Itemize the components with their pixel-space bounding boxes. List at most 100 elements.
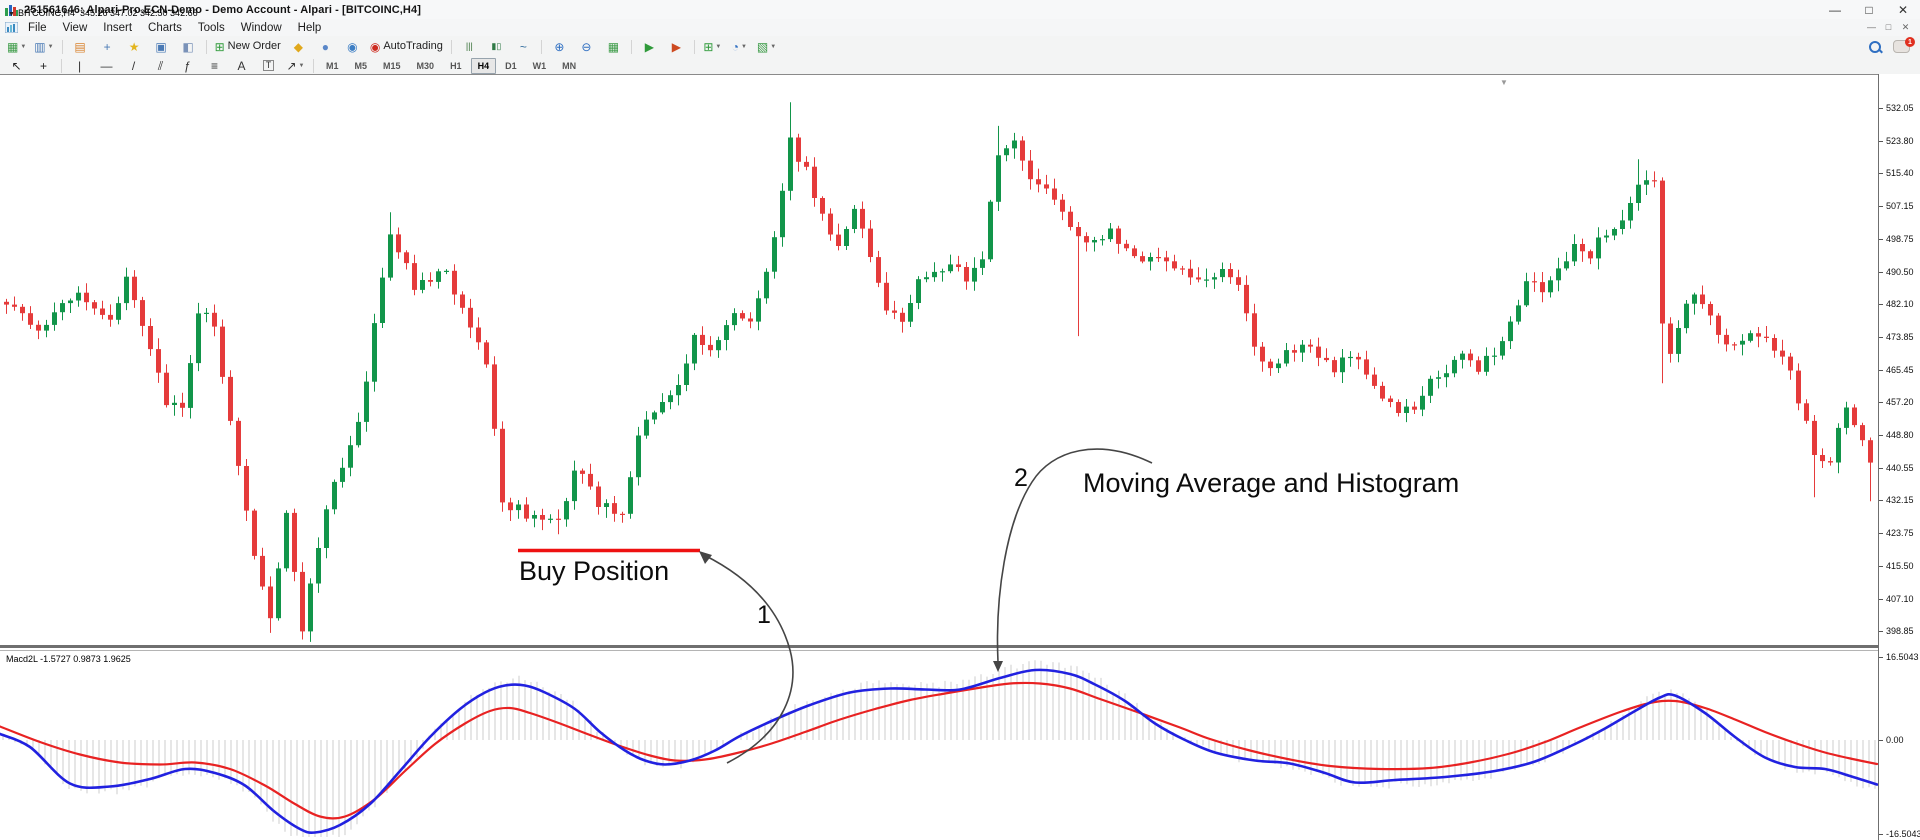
bar-chart-icon: ||| <box>465 41 473 51</box>
axis-tick <box>1879 834 1883 835</box>
timeframe-button-m15[interactable]: M15 <box>383 60 401 71</box>
news-button[interactable]: ◉ <box>340 37 365 56</box>
periods-button[interactable]: ◔ ▼ <box>727 37 752 56</box>
objects-list-tool[interactable]: ≡ <box>202 56 227 75</box>
tile-windows-button[interactable]: ▦ <box>601 37 626 56</box>
trendline-tool[interactable]: / <box>121 56 146 75</box>
timeframe-button-m1[interactable]: M1 <box>326 60 339 71</box>
new-chart-button[interactable]: ▦ ▼ <box>4 37 29 56</box>
horizontal-line-tool[interactable]: — <box>94 56 119 75</box>
market-watch-button[interactable]: ▤ <box>68 37 93 56</box>
indicators-button[interactable]: ⊞ ▼ <box>700 37 725 56</box>
macd-pane[interactable]: Macd2L -1.5727 0.9873 1.9625 <box>0 651 1878 840</box>
axis-tick <box>1879 598 1883 600</box>
vertical-line-icon: | <box>77 58 82 73</box>
navigator-button[interactable]: ★ <box>122 37 147 56</box>
timeframe-button-m5[interactable]: M5 <box>354 60 368 71</box>
chart-main-pane[interactable] <box>0 74 1878 646</box>
profiles-button[interactable]: ▥ ▼ <box>31 37 56 56</box>
timeframe-button-w1[interactable]: W1 <box>532 60 547 71</box>
timeframe-button-h1[interactable]: H1 <box>450 60 462 71</box>
strategy-tester-button[interactable]: ◧ <box>176 37 201 56</box>
axis-tick <box>1879 140 1883 142</box>
zoom-out-icon: ⊖ <box>581 39 592 54</box>
minimize-button[interactable]: — <box>1829 2 1841 17</box>
symbol-label: ▼ BITCOINC,H4 345.26 347.02 342.50 342.66 <box>8 8 198 18</box>
child-minimize-button[interactable]: — <box>1867 22 1876 32</box>
buy-position-label: Buy Position <box>519 556 670 586</box>
search-icon[interactable] <box>1869 40 1883 53</box>
timeframe-button-m30[interactable]: M30 <box>416 60 435 71</box>
menu-item-help[interactable]: Help <box>297 21 322 34</box>
toolbar-separator <box>313 58 314 73</box>
new-order-button-label: New Order <box>227 40 281 52</box>
notifications-icon[interactable]: 1 <box>1893 37 1915 53</box>
templates-button[interactable]: ▧ ▼ <box>754 37 779 56</box>
pause-button[interactable]: ▶ <box>664 37 689 56</box>
price-axis[interactable]: 532.05 523.80 515.40 507.15 498.75 490.50 482.… <box>1878 74 1920 840</box>
terminal-icon: ▣ <box>155 39 167 54</box>
tile-windows-icon: ▦ <box>607 39 620 54</box>
price-axis-label: 423.75 <box>1886 528 1914 539</box>
menu-item-tools[interactable]: Tools <box>197 21 225 34</box>
chart-window-icon <box>5 22 18 33</box>
menu-item-view[interactable]: View <box>62 21 88 34</box>
news-icon: ◉ <box>347 39 358 54</box>
arrows-tool[interactable]: ↗ ▼ <box>283 56 308 75</box>
navigator-icon: ★ <box>128 39 140 54</box>
publisher-button[interactable]: ● <box>313 37 338 56</box>
timeframe-button-mn[interactable]: MN <box>562 60 577 71</box>
zoom-in-icon: ⊕ <box>554 39 565 54</box>
new-order-button[interactable]: ⊞ New Order <box>212 37 284 56</box>
axis-tick <box>1879 304 1883 306</box>
text-label-tool[interactable]: T <box>256 56 281 75</box>
child-restore-button[interactable]: □ <box>1885 22 1892 32</box>
bar-chart-button[interactable]: ||| <box>457 37 482 56</box>
cursor-tool[interactable]: ↖ <box>4 56 29 75</box>
metaeditor-icon: ◆ <box>293 39 303 54</box>
fibonacci-tool[interactable]: ƒ <box>175 56 200 75</box>
menu-bar: File View Insert Charts Tools Window Help — □ ✕ <box>0 19 1920 36</box>
axis-tick <box>1879 435 1883 436</box>
zoom-in-button[interactable]: ⊕ <box>547 37 572 56</box>
child-close-button[interactable]: ✕ <box>1901 22 1910 32</box>
maximize-button[interactable]: □ <box>1865 2 1873 17</box>
menu-item-insert[interactable]: Insert <box>103 21 133 34</box>
candlestick-button[interactable]: ▮▯ <box>484 37 509 56</box>
toolbar-separator <box>540 39 542 54</box>
candlestick-icon: ▮▯ <box>491 41 502 51</box>
menu-item-charts[interactable]: Charts <box>148 21 182 34</box>
text-tool[interactable]: A <box>229 56 254 75</box>
data-window-button[interactable]: + <box>95 37 120 56</box>
candlestick-chart[interactable] <box>0 84 1878 645</box>
step-forward-icon: ▶ <box>644 39 654 54</box>
title-bar: 251561646: Alpari-Pro.ECN-Demo - Demo Ac… <box>0 0 1920 20</box>
price-axis-label: 398.85 <box>1886 626 1914 637</box>
channel-tool[interactable]: ⫽ <box>148 56 173 75</box>
dropdown-arrow-icon: ▼ <box>741 43 747 50</box>
autotrading-button[interactable]: ◉ AutoTrading <box>367 37 446 56</box>
price-axis-label: 440.55 <box>1886 462 1914 473</box>
axis-tick <box>1879 271 1883 273</box>
app-icon <box>5 4 18 16</box>
metaeditor-button[interactable]: ◆ <box>286 37 311 56</box>
menu-item-window[interactable]: Window <box>240 21 282 34</box>
terminal-button[interactable]: ▣ <box>149 37 174 56</box>
window-title: 251561646: Alpari-Pro.ECN-Demo - Demo Ac… <box>24 3 421 16</box>
axis-tick <box>1879 657 1883 658</box>
line-chart-button[interactable]: ~ <box>511 37 536 56</box>
macd-indicator-chart[interactable] <box>0 651 1878 840</box>
close-button[interactable]: ✕ <box>1897 2 1909 17</box>
crosshair-tool[interactable]: + <box>31 56 56 75</box>
timeframe-button-d1[interactable]: D1 <box>505 60 517 71</box>
pane-divider[interactable] <box>0 645 1878 651</box>
step-forward-button[interactable]: ▶ <box>637 37 662 56</box>
price-axis-label: 507.15 <box>1886 201 1914 212</box>
dropdown-arrow-icon: ▼ <box>20 43 27 50</box>
macd-axis-label: -16.5043 <box>1886 829 1920 839</box>
menu-item-file[interactable]: File <box>28 21 47 34</box>
zoom-out-button[interactable]: ⊖ <box>574 37 599 56</box>
vertical-line-tool[interactable]: | <box>67 56 92 75</box>
toolbar-main: ▦ ▼ ▥ ▼ ▤ + ★ ▣ ◧ ⊞ New Order ◆ ● ◉ ◉ AutoTrading ||| ▮▯ ~… <box>0 36 1920 58</box>
timeframe-button-h4[interactable]: H4 <box>470 57 497 74</box>
